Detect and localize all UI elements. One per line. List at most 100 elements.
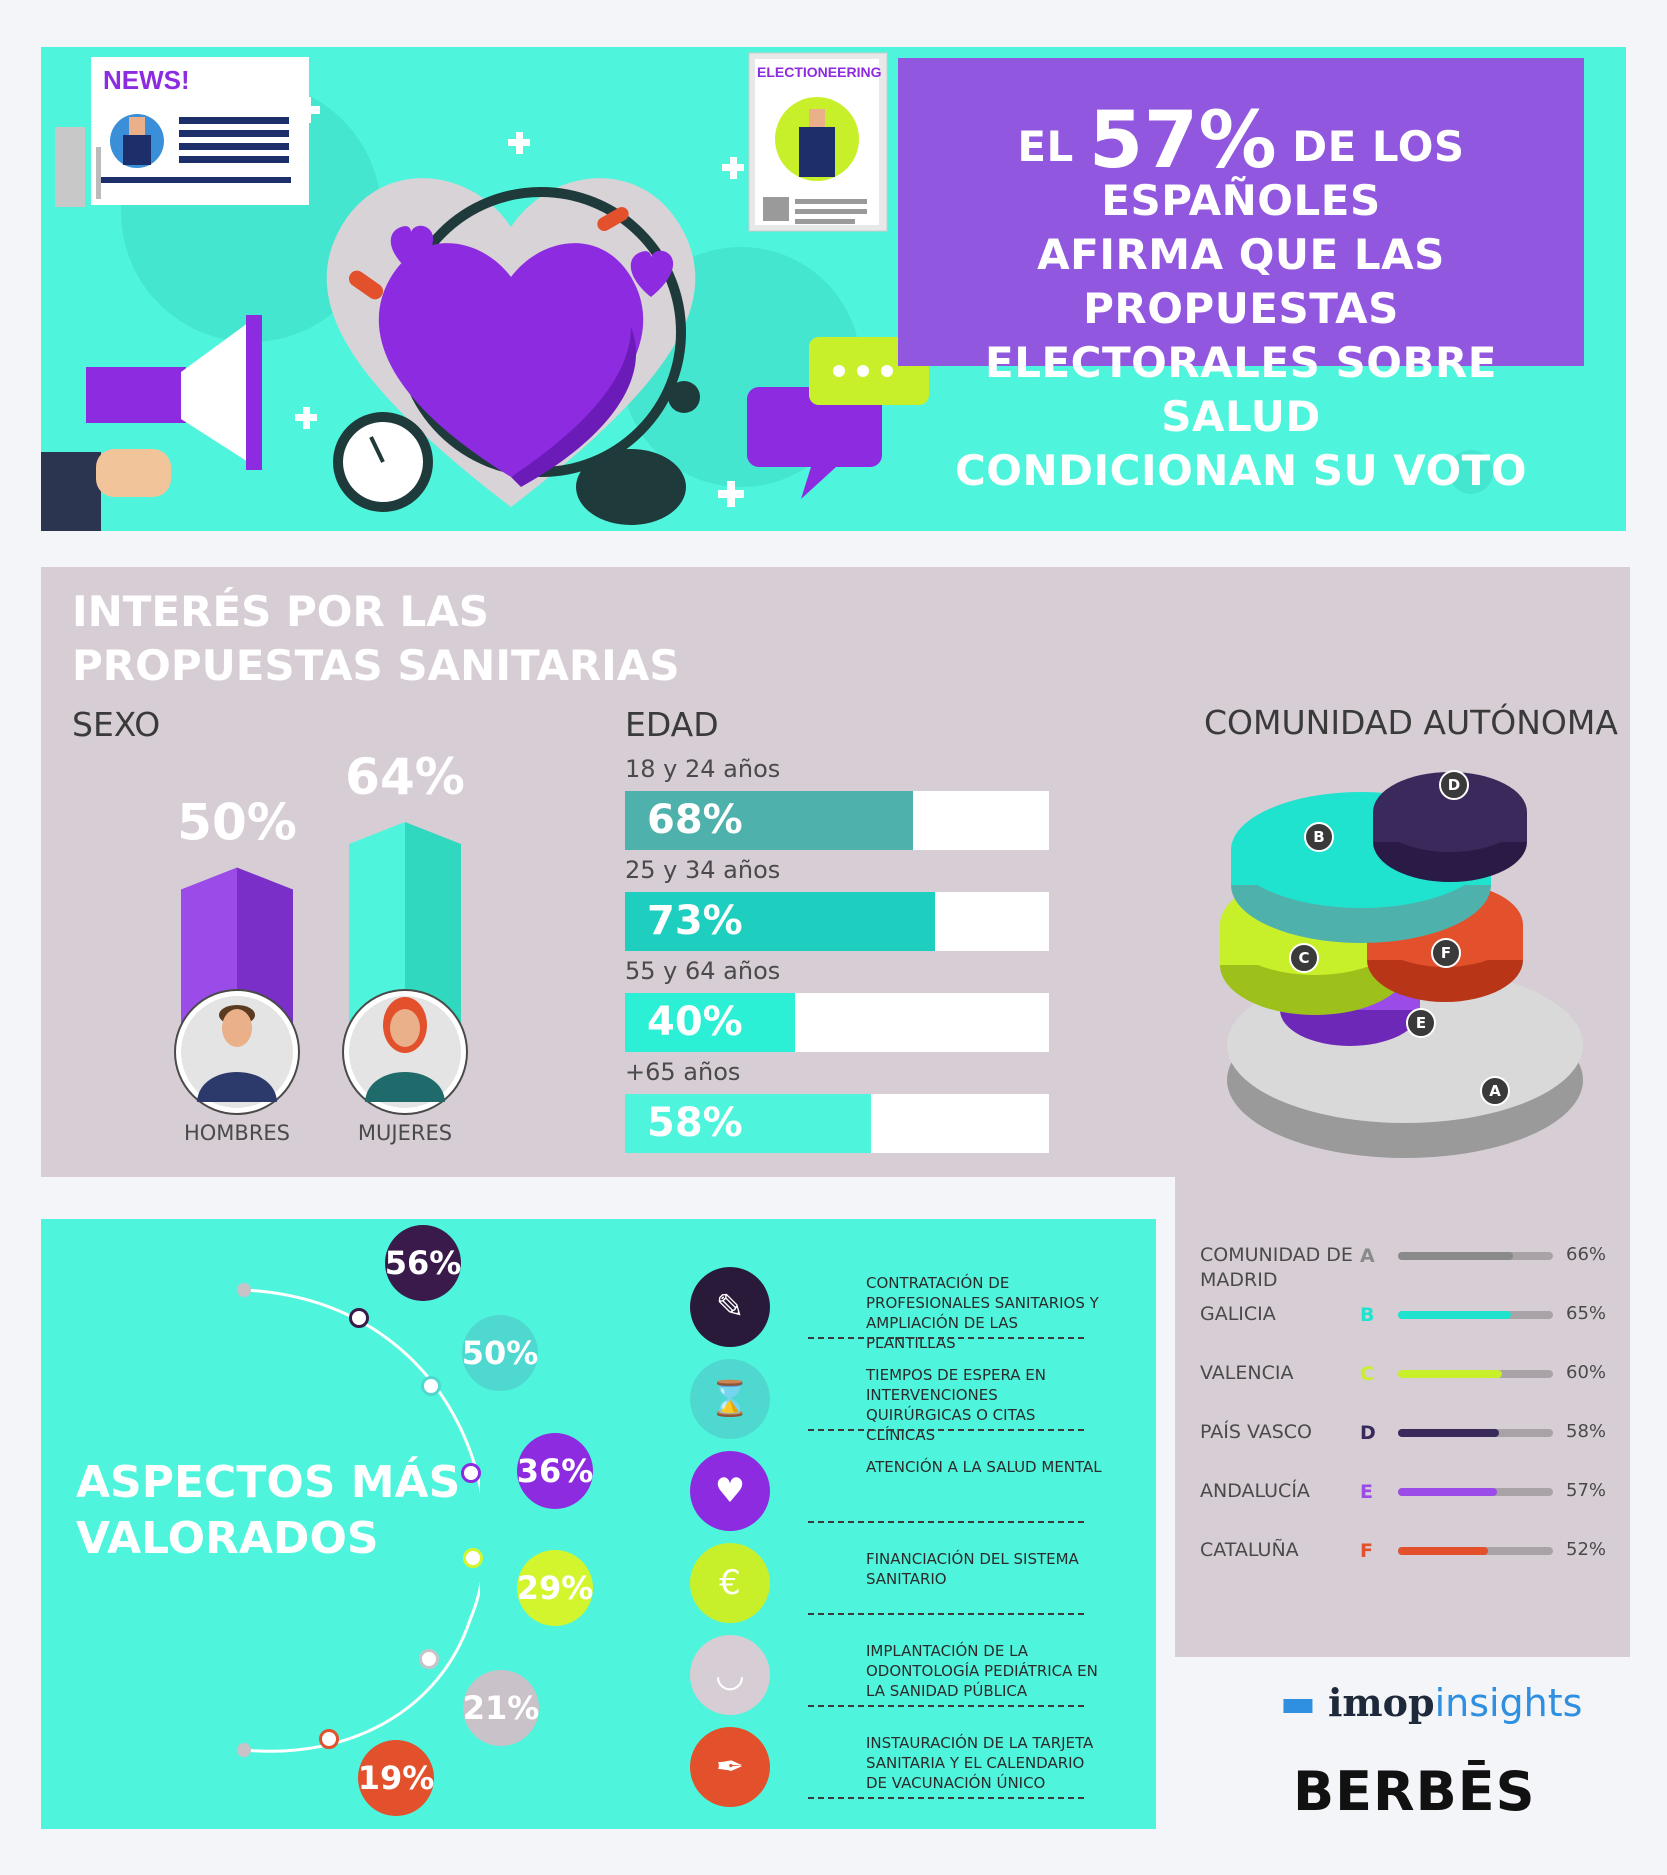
aspect-label: IMPLANTACIÓN DE LA ODONTOLOGÍA PEDIÁTRIC… bbox=[866, 1642, 1098, 1700]
age-value-label: 73% bbox=[647, 898, 743, 944]
sex-category-label: HOMBRES bbox=[184, 1121, 290, 1145]
age-category-label: +65 años bbox=[625, 1058, 741, 1086]
hero-illustration: NEWS! ELECTIONEERING bbox=[41, 52, 1493, 531]
region-bar-track bbox=[1398, 1488, 1553, 1496]
headline: EL 57% DE LOS ESPAÑOLES AFIRMA QUE LAS P… bbox=[954, 96, 1528, 495]
region-letter: C bbox=[1360, 1363, 1374, 1385]
region-marker-a: A bbox=[1480, 1076, 1510, 1106]
aspect-value-circle: 50% bbox=[462, 1315, 538, 1391]
document-icon: ✎ bbox=[690, 1267, 770, 1347]
region-section-title: COMUNIDAD AUTÓNOMA bbox=[1204, 703, 1618, 742]
calendar-vaccine-icon: ✒ bbox=[690, 1727, 770, 1807]
aspect-arc-dot bbox=[463, 1548, 483, 1568]
brain-heart-icon: ♥ bbox=[690, 1451, 770, 1531]
region-row: ANDALUCÍA E 57% bbox=[1200, 1479, 1620, 1529]
age-section-title: EDAD bbox=[625, 705, 719, 744]
region-letter: B bbox=[1360, 1304, 1375, 1326]
region-value-label: 52% bbox=[1566, 1539, 1607, 1560]
aspect-leader-line bbox=[808, 1797, 1084, 1799]
region-bar-track bbox=[1398, 1311, 1553, 1319]
region-bar bbox=[1398, 1488, 1497, 1496]
region-name: VALENCIA bbox=[1200, 1362, 1294, 1384]
region-bar bbox=[1398, 1252, 1513, 1260]
region-bar-track bbox=[1398, 1252, 1553, 1260]
aspects-arc bbox=[237, 1283, 480, 1757]
age-bar-track: 73% bbox=[625, 892, 1049, 951]
aspect-label: ATENCIÓN A LA SALUD MENTAL bbox=[866, 1458, 1102, 1476]
aspect-arc-dot bbox=[319, 1729, 339, 1749]
hourglass-icon: ⌛ bbox=[690, 1359, 770, 1439]
age-bar-track: 68% bbox=[625, 791, 1049, 850]
aspect-arc-dot bbox=[461, 1463, 481, 1483]
sex-value-label: 50% bbox=[177, 794, 297, 852]
sex-bar-1 bbox=[349, 822, 461, 1030]
aspects-title: ASPECTOS MÁS VALORADOS bbox=[76, 1457, 461, 1564]
age-chart: 18 y 24 años 68% 25 y 34 años 73% 55 y 64 añ… bbox=[625, 755, 1049, 1165]
aspect-leader-line bbox=[808, 1337, 1084, 1339]
region-row: COMUNIDAD DE MADRID A 66% bbox=[1200, 1243, 1620, 1293]
age-bar-track: 58% bbox=[625, 1094, 1049, 1153]
aspect-label: CONTRATACIÓN DE PROFESIONALES SANITARIOS… bbox=[866, 1274, 1099, 1352]
aspect-arc-dot bbox=[421, 1376, 441, 1396]
money-icon: € bbox=[690, 1543, 770, 1623]
aspect-arc-dot bbox=[419, 1649, 439, 1669]
age-value-label: 58% bbox=[647, 1100, 743, 1146]
region-bar-track bbox=[1398, 1370, 1553, 1378]
tooth-icon: ◡ bbox=[690, 1635, 770, 1715]
aspect-value-circle: 19% bbox=[358, 1740, 434, 1816]
region-marker-e: E bbox=[1406, 1008, 1436, 1038]
region-name: ANDALUCÍA bbox=[1200, 1480, 1310, 1502]
region-bar bbox=[1398, 1429, 1499, 1437]
region-marker-c: C bbox=[1289, 943, 1319, 973]
aspect-value-circle: 36% bbox=[517, 1433, 593, 1509]
age-bar: 58% bbox=[625, 1094, 871, 1153]
region-value-label: 58% bbox=[1566, 1421, 1607, 1442]
region-name: COMUNIDAD DE MADRID bbox=[1200, 1244, 1353, 1291]
region-value-label: 57% bbox=[1566, 1480, 1607, 1501]
region-bar bbox=[1398, 1547, 1489, 1555]
imop-insights-logo: ▬ imopinsights bbox=[1280, 1680, 1583, 1725]
age-category-label: 55 y 64 años bbox=[625, 957, 781, 985]
avatar bbox=[342, 989, 468, 1115]
newspaper-icon: NEWS! bbox=[55, 57, 309, 207]
berbes-logo: BERBĒS bbox=[1293, 1760, 1536, 1823]
age-bar: 68% bbox=[625, 791, 914, 850]
region-value-label: 65% bbox=[1566, 1303, 1607, 1324]
region-row: VALENCIA C 60% bbox=[1200, 1361, 1620, 1411]
age-category-label: 18 y 24 años bbox=[625, 755, 781, 783]
region-value-label: 60% bbox=[1566, 1362, 1607, 1383]
age-value-label: 68% bbox=[647, 797, 743, 843]
aspect-value-circle: 29% bbox=[517, 1550, 593, 1626]
age-bar: 73% bbox=[625, 892, 935, 951]
sex-category-label: MUJERES bbox=[358, 1121, 452, 1145]
aspect-leader-line bbox=[808, 1521, 1084, 1523]
sex-value-label: 64% bbox=[345, 748, 465, 806]
region-value-label: 66% bbox=[1566, 1244, 1607, 1265]
aspect-leader-line bbox=[808, 1429, 1084, 1431]
region-letter: A bbox=[1360, 1245, 1375, 1267]
region-bar-track bbox=[1398, 1429, 1553, 1437]
aspect-label: FINANCIACIÓN DEL SISTEMA SANITARIO bbox=[866, 1550, 1079, 1588]
age-bar: 40% bbox=[625, 993, 795, 1052]
aspect-leader-line bbox=[808, 1613, 1084, 1615]
age-category-label: 25 y 34 años bbox=[625, 856, 781, 884]
region-bar bbox=[1398, 1311, 1511, 1319]
interest-title: INTERÉS POR LAS PROPUESTAS SANITARIAS bbox=[72, 587, 680, 690]
region-letter: E bbox=[1360, 1481, 1373, 1503]
region-marker-f: F bbox=[1431, 938, 1461, 968]
aspect-leader-line bbox=[808, 1705, 1084, 1707]
region-marker-b: B bbox=[1304, 822, 1334, 852]
aspect-label: INSTAURACIÓN DE LA TARJETA SANITARIA Y E… bbox=[866, 1734, 1094, 1792]
avatar bbox=[174, 989, 300, 1115]
aspect-label: TIEMPOS DE ESPERA EN INTERVENCIONES QUIR… bbox=[866, 1366, 1047, 1444]
headline-box: EL 57% DE LOS ESPAÑOLES AFIRMA QUE LAS P… bbox=[898, 58, 1584, 495]
electioneering-poster-icon: ELECTIONEERING bbox=[748, 52, 888, 232]
aspects-panel bbox=[41, 1219, 1156, 1829]
age-bar-track: 40% bbox=[625, 993, 1049, 1052]
age-value-label: 40% bbox=[647, 999, 743, 1045]
region-row: GALICIA B 65% bbox=[1200, 1302, 1620, 1352]
region-letter: D bbox=[1360, 1422, 1376, 1444]
region-row: PAÍS VASCO D 58% bbox=[1200, 1420, 1620, 1470]
region-row: CATALUÑA F 52% bbox=[1200, 1538, 1620, 1588]
region-bar bbox=[1398, 1370, 1503, 1378]
